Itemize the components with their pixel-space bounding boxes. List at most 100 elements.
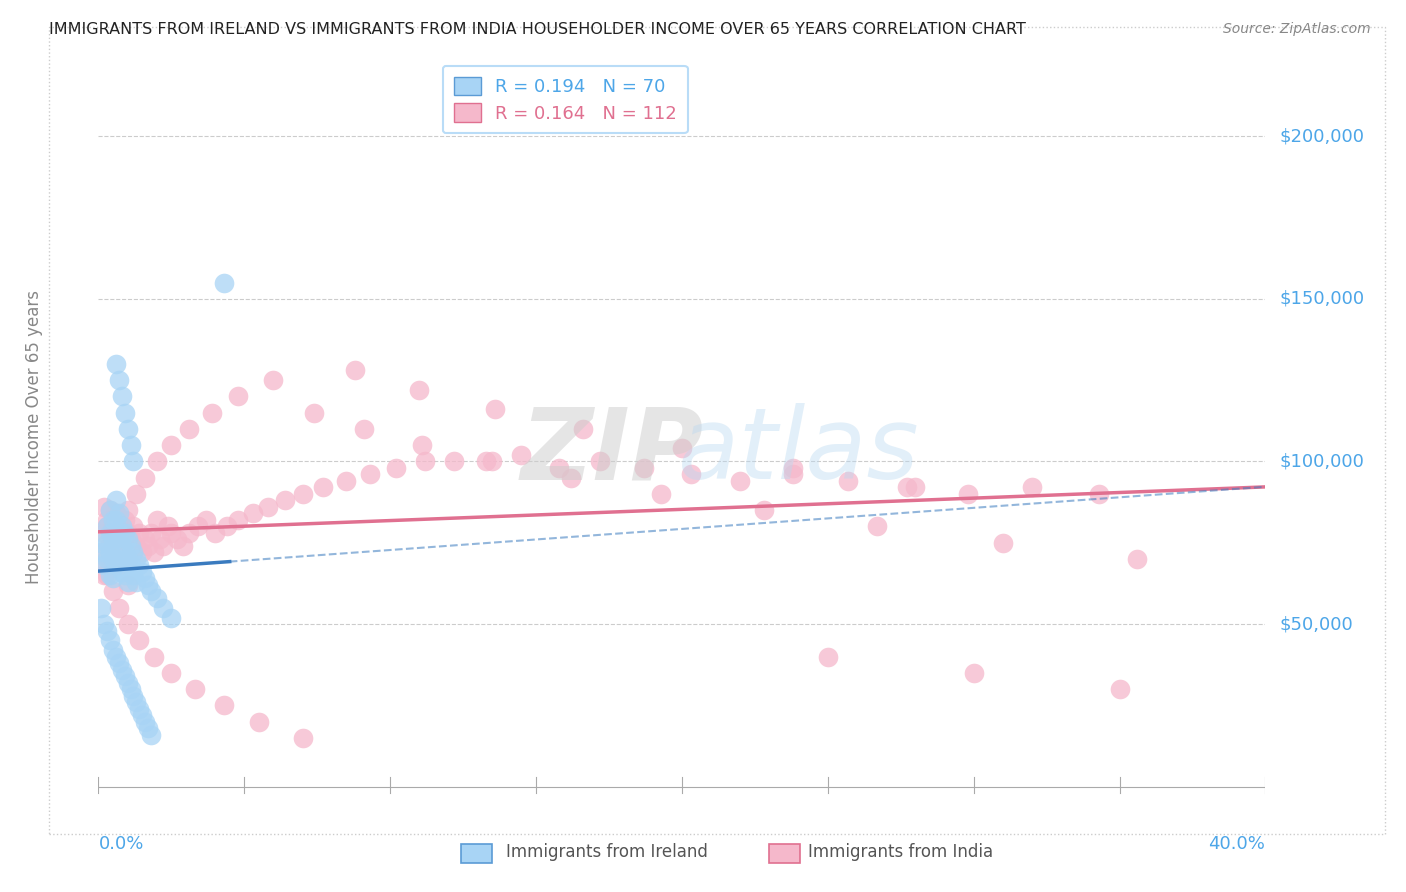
Point: [904, 480, 927, 494]
Point: [93, 545, 115, 559]
Point: [484, 402, 506, 417]
Point: [117, 533, 139, 547]
Point: [101, 513, 124, 527]
Point: [131, 545, 153, 559]
Point: [177, 422, 200, 436]
Point: [98, 633, 121, 648]
Point: [136, 721, 159, 735]
Text: $100,000: $100,000: [1279, 452, 1365, 470]
Point: [98, 539, 121, 553]
Text: Source: ZipAtlas.com: Source: ZipAtlas.com: [1223, 22, 1371, 37]
Point: [134, 572, 156, 586]
Point: [125, 574, 148, 589]
Point: [108, 552, 131, 566]
Point: [117, 578, 139, 592]
Point: [120, 539, 142, 553]
Point: [93, 500, 115, 514]
Point: [228, 513, 250, 527]
Point: [108, 507, 131, 521]
Point: [212, 698, 235, 713]
Point: [956, 487, 979, 501]
Point: [782, 467, 804, 482]
Point: [104, 493, 127, 508]
Point: [96, 519, 118, 533]
Point: [93, 526, 115, 541]
Point: [136, 539, 159, 553]
Point: [142, 649, 165, 664]
Point: [120, 558, 142, 573]
Point: [344, 363, 367, 377]
Point: [411, 438, 433, 452]
Point: [93, 617, 115, 632]
Point: [510, 448, 533, 462]
Text: $200,000: $200,000: [1279, 128, 1365, 145]
Point: [274, 493, 297, 508]
Point: [247, 714, 270, 729]
Point: [96, 535, 118, 549]
Point: [117, 675, 139, 690]
Point: [101, 572, 124, 586]
Point: [152, 539, 174, 553]
Point: [139, 727, 162, 741]
Point: [146, 454, 169, 468]
Point: [111, 565, 134, 579]
Point: [991, 535, 1014, 549]
Point: [187, 519, 209, 533]
Point: [114, 568, 136, 582]
Point: [122, 689, 145, 703]
Point: [166, 533, 188, 547]
Point: [134, 714, 156, 729]
Point: [475, 454, 498, 468]
Point: [98, 503, 121, 517]
Point: [146, 591, 169, 605]
Point: [962, 665, 984, 680]
Point: [108, 526, 131, 541]
Point: [101, 584, 124, 599]
Point: [108, 545, 131, 559]
Point: [104, 649, 127, 664]
Point: [98, 545, 121, 559]
Point: [117, 422, 139, 436]
Point: [104, 357, 127, 371]
Point: [160, 610, 183, 624]
Point: [262, 373, 284, 387]
Point: [160, 665, 183, 680]
Point: [134, 533, 156, 547]
Point: [117, 617, 139, 632]
Point: [128, 633, 150, 648]
Point: [98, 552, 121, 566]
Point: [1108, 681, 1130, 696]
Point: [111, 389, 134, 403]
Point: [104, 533, 127, 547]
Point: [212, 276, 235, 290]
Point: [96, 558, 118, 573]
Text: 40.0%: 40.0%: [1209, 835, 1265, 854]
Point: [101, 552, 124, 566]
Text: Immigrants from India: Immigrants from India: [808, 843, 994, 861]
Point: [443, 454, 465, 468]
Point: [90, 545, 112, 559]
Point: [752, 503, 775, 517]
Point: [111, 663, 134, 677]
Point: [142, 545, 165, 559]
Point: [1088, 487, 1111, 501]
Point: [201, 406, 224, 420]
Point: [589, 454, 612, 468]
Point: [98, 526, 121, 541]
Point: [131, 708, 153, 723]
Point: [160, 526, 183, 541]
Point: [291, 731, 314, 745]
Point: [104, 558, 127, 573]
Point: [481, 454, 503, 468]
Point: [413, 454, 436, 468]
Point: [111, 539, 134, 553]
Point: [160, 438, 183, 452]
Point: [183, 681, 205, 696]
Point: [1126, 552, 1149, 566]
Point: [571, 422, 593, 436]
Point: [139, 526, 162, 541]
Point: [385, 461, 408, 475]
Point: [256, 500, 278, 514]
Text: $150,000: $150,000: [1279, 290, 1365, 308]
Point: [128, 526, 150, 541]
